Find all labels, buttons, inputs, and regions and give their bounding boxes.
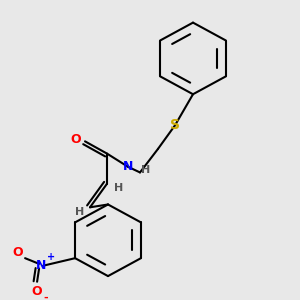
Text: H: H (114, 184, 124, 194)
Text: H: H (141, 165, 151, 175)
Text: +: + (47, 252, 55, 262)
Text: O: O (32, 285, 42, 298)
Text: N: N (36, 259, 46, 272)
Text: O: O (71, 133, 81, 146)
Text: N: N (123, 160, 133, 173)
Text: S: S (170, 118, 180, 132)
Text: O: O (13, 246, 23, 259)
Text: -: - (44, 293, 48, 300)
Text: H: H (75, 207, 85, 217)
